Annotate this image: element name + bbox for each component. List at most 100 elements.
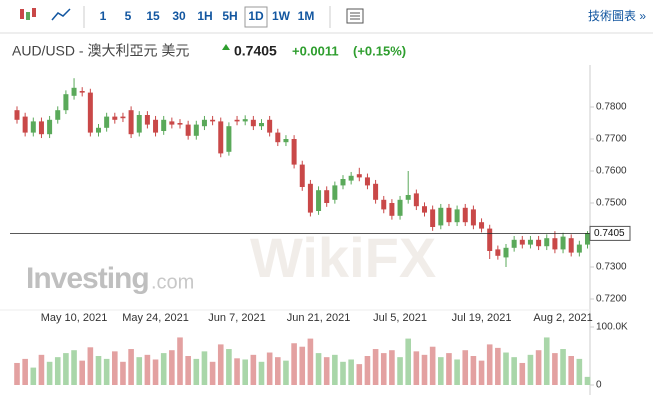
candle-body bbox=[495, 249, 501, 256]
candle-body bbox=[576, 244, 582, 253]
candle-body bbox=[585, 233, 590, 245]
y-tick-label: 0.7200 bbox=[596, 294, 627, 305]
volume-bar bbox=[470, 356, 477, 385]
candle-body bbox=[307, 183, 313, 213]
volume-bar bbox=[103, 358, 110, 385]
volume-bar bbox=[160, 353, 167, 385]
candle-body bbox=[259, 123, 264, 127]
candle-body bbox=[128, 110, 134, 135]
candle-body bbox=[519, 239, 525, 245]
candle-body bbox=[193, 124, 199, 136]
candle-body bbox=[161, 119, 167, 131]
interval-button[interactable]: 15 bbox=[146, 9, 160, 23]
volume-bar bbox=[112, 351, 118, 385]
candle-body bbox=[560, 236, 566, 250]
volume-bar bbox=[356, 364, 363, 385]
x-tick-label: May 10, 2021 bbox=[41, 312, 108, 324]
interval-button[interactable]: 1M bbox=[298, 9, 315, 23]
candle-body bbox=[22, 116, 28, 133]
volume-bar bbox=[315, 353, 322, 385]
volume-bar bbox=[421, 354, 428, 385]
price: 0.7405 bbox=[234, 43, 277, 59]
candle-body bbox=[144, 115, 150, 125]
toolbar: 1 5 15 30 1H 5H 1D 1W 1M bbox=[100, 6, 315, 28]
candle-body bbox=[332, 185, 338, 200]
interval-button[interactable]: 1W bbox=[272, 9, 291, 23]
line-icon[interactable] bbox=[51, 8, 71, 21]
interval-button[interactable]: 5H bbox=[222, 9, 237, 23]
interval-button[interactable]: 1H bbox=[197, 9, 212, 23]
volume-bar bbox=[193, 358, 200, 385]
volume-bar bbox=[185, 356, 191, 385]
volume-bar bbox=[299, 346, 306, 385]
volume-tick-label: 100.0K bbox=[596, 322, 628, 333]
candle-body bbox=[169, 121, 175, 125]
candle-body bbox=[568, 238, 574, 253]
volume-bar bbox=[560, 349, 566, 385]
volume-bar bbox=[340, 361, 346, 385]
x-tick-label: Jun 21, 2021 bbox=[287, 312, 351, 324]
candle-body bbox=[267, 119, 273, 133]
volume-bar bbox=[552, 353, 558, 385]
candle-body bbox=[112, 116, 118, 120]
y-tick-label: 0.7500 bbox=[596, 198, 627, 209]
volume-bar bbox=[535, 350, 542, 385]
volume-bar bbox=[503, 352, 509, 385]
candle-body bbox=[430, 209, 436, 227]
candle-body bbox=[348, 175, 354, 181]
up-arrow bbox=[222, 44, 230, 50]
interval-button[interactable]: 1D bbox=[248, 9, 264, 23]
candle-body bbox=[104, 116, 110, 128]
candle-body bbox=[536, 239, 542, 247]
candle-body bbox=[87, 92, 93, 133]
volume-bar bbox=[405, 338, 411, 385]
volume-bar bbox=[429, 346, 436, 385]
candle-icon[interactable] bbox=[20, 8, 36, 20]
interval-button[interactable]: 1 bbox=[100, 9, 107, 23]
candle-body bbox=[218, 121, 224, 154]
volume-bar bbox=[136, 357, 143, 385]
volume-bar bbox=[209, 361, 216, 385]
volume-bar bbox=[478, 360, 485, 385]
candle-body bbox=[30, 121, 36, 133]
candle-body bbox=[120, 116, 126, 119]
x-tick-label: Aug 2, 2021 bbox=[533, 312, 592, 324]
volume-bar bbox=[519, 362, 526, 385]
volume-bar bbox=[144, 354, 151, 385]
candle-body bbox=[153, 119, 159, 133]
interval-button[interactable]: 30 bbox=[172, 9, 186, 23]
volume-bar bbox=[323, 357, 330, 385]
volume-bar bbox=[332, 354, 338, 385]
candle-body bbox=[389, 203, 395, 216]
volume-bar bbox=[63, 353, 69, 385]
volume-bar bbox=[120, 361, 126, 385]
interval-button[interactable]: 5 bbox=[125, 9, 132, 23]
x-tick-label: Jul 19, 2021 bbox=[452, 312, 512, 324]
volume-bar bbox=[348, 359, 354, 385]
plot: 0.7800 0.7700 0.7600 0.7500 0.7300 0.7200 100.… bbox=[0, 65, 631, 395]
volume-bar bbox=[177, 337, 183, 385]
candle-body bbox=[373, 183, 379, 200]
volume-bar bbox=[291, 343, 297, 385]
candle-body bbox=[470, 209, 476, 226]
y-tick-label: 0.7700 bbox=[596, 134, 627, 145]
candle-body bbox=[413, 193, 419, 207]
candle-body bbox=[177, 123, 183, 125]
candle-body bbox=[397, 199, 403, 216]
watermark-suffix: .com bbox=[151, 271, 194, 293]
volume-bar bbox=[307, 338, 314, 385]
candle-body bbox=[283, 139, 289, 143]
volume-bar bbox=[14, 362, 20, 385]
volume-bar bbox=[234, 358, 240, 385]
volume-bar bbox=[438, 357, 444, 385]
volume-bar bbox=[486, 344, 493, 385]
chart-link[interactable]: 技術圖表 » bbox=[588, 9, 646, 23]
candle-body bbox=[544, 238, 550, 247]
volume-bar bbox=[30, 367, 37, 385]
candle-body bbox=[446, 207, 452, 223]
candle-body bbox=[487, 228, 493, 251]
candle-body bbox=[324, 190, 330, 203]
settings-icon[interactable] bbox=[346, 8, 364, 24]
candle-body bbox=[242, 119, 248, 122]
candle-body bbox=[462, 207, 468, 223]
